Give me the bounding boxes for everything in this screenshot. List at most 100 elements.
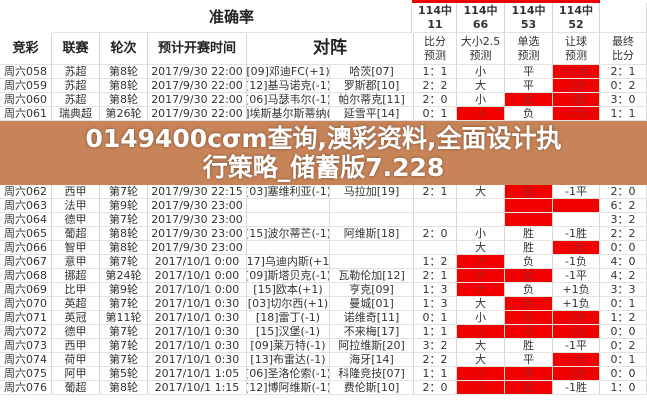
final-score-cell: 2：1	[600, 65, 647, 79]
round-cell: 第5轮	[100, 367, 148, 381]
stat-label1: 最终	[612, 34, 634, 48]
jingcai-id-cell: 周六070	[0, 297, 52, 311]
away-team-cell	[330, 255, 414, 269]
stat-label2: 预测	[469, 48, 492, 62]
header-league: 联赛	[52, 33, 100, 65]
round-cell: 第7轮	[100, 339, 148, 353]
stat-hits-4	[600, 3, 647, 33]
accuracy-header: 准确率	[52, 3, 412, 33]
league-cell: 瑞典超	[52, 107, 100, 121]
round-cell: 第11轮	[100, 311, 148, 325]
result-prediction-cell: 胜	[505, 241, 553, 255]
home-team-cell: [03]切尔西(+1)	[247, 297, 330, 311]
score-prediction-cell	[414, 199, 457, 213]
final-score-cell: 1：2	[600, 311, 647, 325]
round-cell: 第7轮	[100, 353, 148, 367]
handicap-prediction-cell: -1胜	[553, 227, 600, 241]
stat-label-2: 单选 预测	[505, 33, 553, 65]
final-score-cell: 3：2	[600, 213, 647, 227]
score-prediction-cell: 2：0	[414, 93, 457, 107]
over-under-prediction-cell: 大	[457, 79, 505, 93]
league-cell: 西甲	[52, 339, 100, 353]
header-kickoff-time: 预计开赛时间	[148, 33, 247, 65]
jingcai-id-cell: 周六071	[0, 311, 52, 325]
final-score-cell: 0：2	[600, 339, 647, 353]
home-team-cell: [09]邓迪FC(+1)	[247, 65, 330, 79]
score-prediction-cell: 2：0	[414, 381, 457, 395]
result-prediction-cell	[505, 213, 553, 227]
round-cell: 第7轮	[100, 297, 148, 311]
final-score-cell: 0：2	[600, 79, 647, 93]
final-score-cell: 0：0	[600, 367, 647, 381]
handicap-prediction-cell	[553, 199, 600, 213]
round-cell: 第8轮	[100, 65, 148, 79]
kickoff-time-cell: 2017/10/1 1:05	[148, 367, 247, 381]
jingcai-id-cell: 周六067	[0, 255, 52, 269]
over-under-prediction-cell: 大	[457, 339, 505, 353]
round-cell: 第8轮	[100, 227, 148, 241]
kickoff-time-cell: 2017/10/1 0:30	[148, 325, 247, 339]
stat-line2: 53	[520, 17, 537, 31]
score-prediction-cell: 1：1	[414, 367, 457, 381]
final-score-cell: 0：1	[600, 297, 647, 311]
stat-label-0: 比分 预测	[414, 33, 457, 65]
jingcai-id-cell: 周六059	[0, 79, 52, 93]
league-cell: 苏超	[52, 93, 100, 107]
round-cell: 第7轮	[100, 325, 148, 339]
away-team-cell: 延雪平[14]	[330, 107, 414, 121]
over-under-prediction-cell: 小	[457, 65, 505, 79]
over-under-prediction-cell: 小	[457, 325, 505, 339]
score-prediction-cell: 1：2	[414, 255, 457, 269]
over-under-prediction-cell: 大	[457, 353, 505, 367]
home-team-cell: [06]马瑟韦尔(-1)	[247, 93, 330, 107]
league-cell: 苏超	[52, 65, 100, 79]
stat-label1: 比分	[424, 34, 446, 48]
jingcai-id-cell: 周六075	[0, 367, 52, 381]
result-prediction-cell: 胜	[505, 93, 553, 107]
score-prediction-cell: 1：3	[414, 297, 457, 311]
handicap-prediction-cell: -1负	[553, 79, 600, 93]
stat-label-1: 大小2.5 预测	[457, 33, 505, 65]
result-prediction-cell: 负	[505, 107, 553, 121]
stat-label2: 预测	[517, 48, 540, 62]
jingcai-id-cell: 周六065	[0, 227, 52, 241]
score-prediction-cell: 2：2	[414, 79, 457, 93]
jingcai-id-cell: 周六068	[0, 269, 52, 283]
title-overlay: 0149400cσm查询,澳彩资料,全面设计执 行策略_储蓄版7.228	[0, 121, 647, 185]
stat-line1: 114中	[559, 3, 593, 17]
kickoff-time-cell: 2017/10/1 0:30	[148, 339, 247, 353]
final-score-cell: 0：0	[600, 241, 647, 255]
result-prediction-cell: 平	[505, 353, 553, 367]
stat-hits-2: 114中 53	[505, 3, 553, 33]
over-under-prediction-cell: 小	[457, 367, 505, 381]
away-team-cell: 不来梅[17]	[330, 325, 414, 339]
jingcai-id-cell: 周六066	[0, 241, 52, 255]
stat-line2: 66	[472, 17, 489, 31]
home-team-cell	[247, 199, 330, 213]
away-team-cell: 诺维奇[11]	[330, 311, 414, 325]
final-score-cell: 0：0	[600, 325, 647, 339]
home-team-cell: ]埃斯基尔斯蒂纳(	[247, 107, 330, 121]
final-score-cell: 2：0	[600, 185, 647, 199]
handicap-prediction-cell: -1负	[553, 255, 600, 269]
home-team-cell: [15]欧本(+1)	[247, 283, 330, 297]
league-cell: 英冠	[52, 311, 100, 325]
league-cell: 阿甲	[52, 367, 100, 381]
away-team-cell: 哈茨[07]	[330, 65, 414, 79]
handicap-prediction-cell: -1胜	[553, 381, 600, 395]
home-team-cell: [03]塞维利亚(-1)	[247, 185, 330, 199]
round-cell: 第7轮	[100, 213, 148, 227]
over-under-prediction-cell	[457, 199, 505, 213]
jingcai-id-cell: 周六060	[0, 93, 52, 107]
home-team-cell: [06]圣洛伦索(-1)	[247, 367, 330, 381]
home-team-cell: [15]波尔蒂芒(-1)	[247, 227, 330, 241]
home-team-cell: [12]博阿维斯(-1)	[247, 381, 330, 395]
away-team-cell: 帕尔蒂克[11]	[330, 93, 414, 107]
jingcai-id-cell: 周六074	[0, 353, 52, 367]
score-prediction-cell: 1：1	[414, 325, 457, 339]
round-cell: 第8轮	[100, 79, 148, 93]
jingcai-id-cell: 周六064	[0, 213, 52, 227]
kickoff-time-cell: 2017/10/1 0:00	[148, 283, 247, 297]
handicap-prediction-cell: -1负	[553, 311, 600, 325]
result-prediction-cell: 平	[505, 325, 553, 339]
